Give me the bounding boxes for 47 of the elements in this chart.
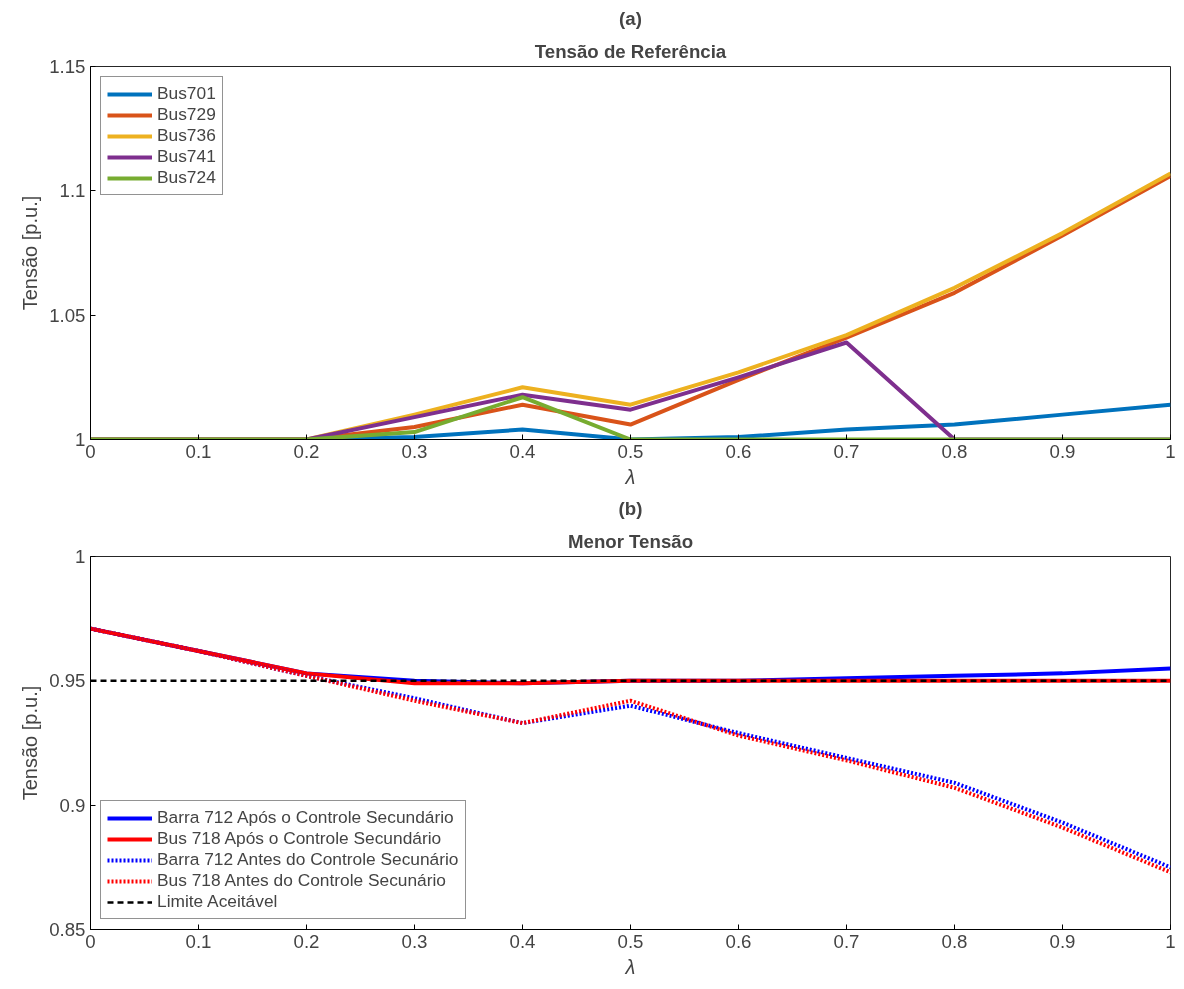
x-tick-label: 0 (85, 930, 96, 952)
y-tick-label: 1.05 (49, 304, 86, 326)
legend-label: Bus729 (157, 104, 216, 125)
x-axis-title: λ (624, 465, 636, 488)
legend-label: Limite Aceitável (157, 891, 278, 912)
x-tick-label: 0.7 (833, 440, 860, 462)
y-tick-label: 0.9 (59, 794, 86, 816)
x-tick-label: 0.3 (401, 440, 428, 462)
legend-label: Bus724 (157, 167, 216, 188)
y-axis-title: Tensão [p.u.] (19, 195, 42, 311)
x-axis-title: λ (624, 955, 636, 978)
x-tick-label: 0.6 (725, 930, 752, 952)
legend-label: Barra 712 Antes do Controle Secunário (157, 849, 459, 870)
x-tick-label: 1 (1165, 930, 1176, 952)
legend-label: Barra 712 Após o Controle Secundário (157, 807, 454, 828)
x-tick-label: 0.7 (833, 930, 860, 952)
y-tick-label: 0.85 (49, 919, 86, 940)
x-tick-label: 0.4 (509, 930, 536, 952)
chart-title: (a) (619, 7, 642, 29)
chart-subtitle: Tensão de Referência (534, 40, 727, 62)
x-tick-label: 0.9 (1049, 930, 1076, 952)
legend-label: Bus701 (157, 83, 216, 104)
x-tick-label: 0.2 (293, 930, 320, 952)
x-tick-label: 0.8 (941, 440, 968, 462)
chart-subtitle: Menor Tensão (567, 530, 694, 552)
x-tick-label: 0.2 (293, 440, 320, 462)
x-tick-label: 0.6 (725, 440, 752, 462)
x-tick-label: 1 (1165, 440, 1176, 462)
y-tick-label: 1.15 (49, 56, 86, 77)
legend-label: Bus 718 Antes do Controle Secunário (157, 870, 446, 891)
x-tick-label: 0 (85, 440, 96, 462)
legend-label: Bus741 (157, 146, 216, 167)
x-tick-label: 0.4 (509, 440, 536, 462)
x-tick-label: 0.8 (941, 930, 968, 952)
y-tick-label: 1 (75, 546, 86, 567)
y-tick-label: 0.95 (49, 670, 86, 692)
legend-label: Bus 718 Após o Controle Secundário (157, 828, 442, 849)
y-tick-label: 1.1 (59, 180, 86, 202)
x-tick-label: 0.3 (401, 930, 428, 952)
x-tick-label: 0.5 (617, 440, 644, 462)
x-tick-label: 0.9 (1049, 440, 1076, 462)
x-tick-label: 0.1 (185, 930, 212, 952)
x-tick-label: 0.5 (617, 930, 644, 952)
x-tick-label: 0.1 (185, 440, 212, 462)
y-axis-title: Tensão [p.u.] (19, 685, 42, 801)
chart-title: (b) (618, 497, 643, 519)
legend-label: Bus736 (157, 125, 216, 146)
